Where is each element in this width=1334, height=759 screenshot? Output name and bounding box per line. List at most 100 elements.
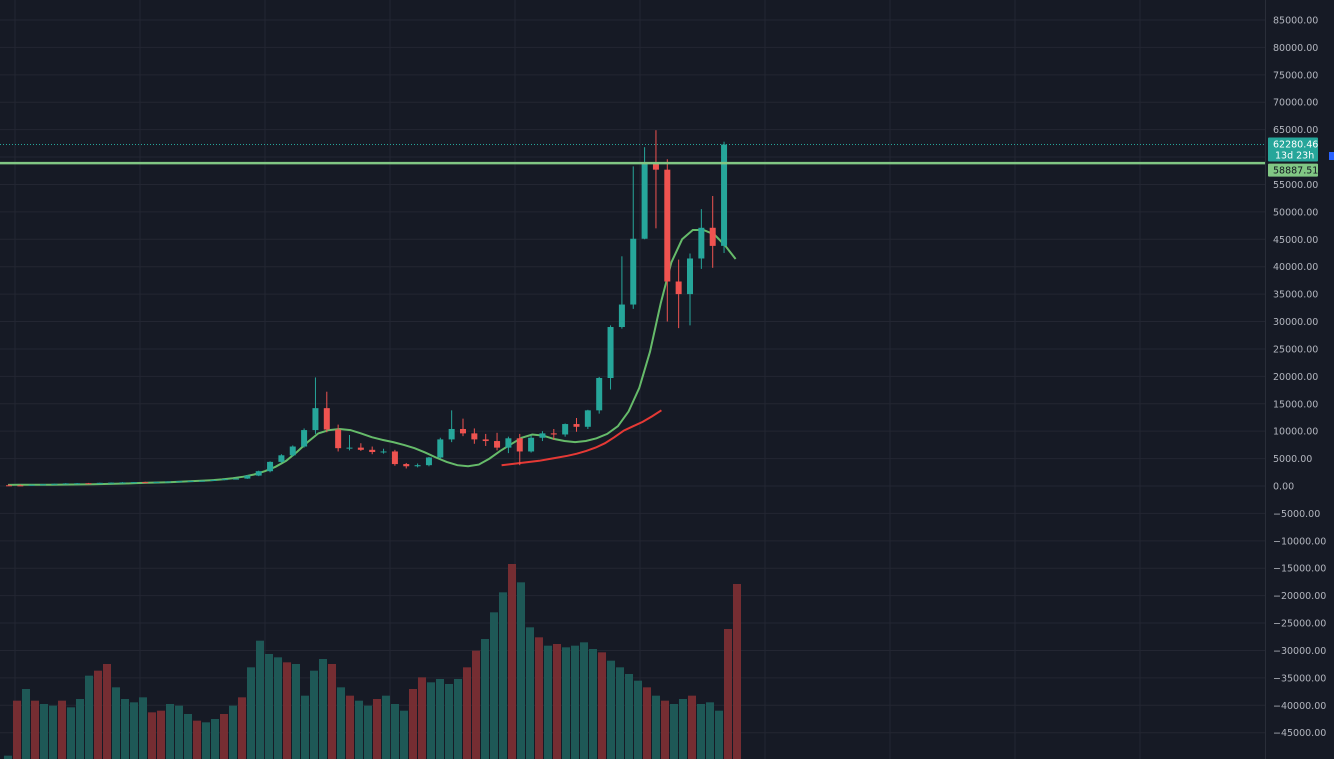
candle-body [96, 482, 103, 484]
candle-body [142, 482, 149, 484]
candle-body [698, 227, 705, 259]
volume-bar [661, 700, 669, 759]
volume-bar [472, 650, 480, 759]
y-tick-label: 45000.00 [1273, 235, 1318, 246]
volume-bar [58, 700, 66, 759]
candle-body [687, 258, 693, 295]
candle-body [528, 437, 535, 452]
candle-body [278, 455, 285, 462]
y-tick-label: 50000.00 [1273, 207, 1318, 218]
volume-bar [355, 700, 363, 759]
y-tick-label: 15000.00 [1273, 399, 1318, 410]
volume-bar [427, 682, 435, 759]
candle-body [301, 430, 308, 447]
volume-bar [643, 687, 651, 759]
candle-body [437, 439, 444, 458]
bar-countdown-label: 13d 23h [1275, 151, 1314, 162]
candle-body [198, 480, 205, 482]
y-tick-label: 75000.00 [1273, 70, 1318, 81]
candle-body [210, 479, 217, 481]
volume-bar [328, 664, 336, 759]
candle-body [244, 475, 251, 479]
volume-bar [490, 612, 498, 759]
slow-moving-average-line [501, 409, 662, 467]
y-tick-label: −5000.00 [1273, 509, 1320, 520]
volume-bar [562, 647, 570, 759]
candle-body [414, 465, 421, 467]
volume-bar [103, 664, 111, 759]
volume-bar [31, 700, 39, 759]
candle-body [255, 471, 262, 476]
y-tick-label: 20000.00 [1273, 372, 1318, 383]
candle-body [346, 447, 353, 449]
candle-body [62, 483, 69, 485]
volume-bar [391, 704, 399, 759]
candle-body [233, 478, 239, 480]
volume-bar [22, 689, 30, 759]
volume-bar [445, 684, 453, 759]
volume-bar [616, 667, 624, 759]
y-tick-label: 5000.00 [1273, 454, 1312, 465]
candle-body [675, 281, 682, 295]
volume-bar [598, 652, 606, 759]
y-tick-label: −40000.00 [1273, 701, 1326, 712]
volume-bar [256, 640, 264, 759]
candle-body [562, 424, 569, 435]
volume-bar [625, 674, 633, 759]
candle-body [119, 482, 126, 484]
volume-bar [283, 662, 291, 759]
y-tick-label: −45000.00 [1273, 728, 1326, 739]
volume-bar [346, 695, 354, 759]
candle-body [550, 433, 557, 435]
candle-body [664, 169, 671, 282]
candle-body [51, 483, 58, 485]
volume-bar [481, 639, 489, 759]
candle-body [130, 482, 137, 484]
volume-bar [571, 645, 579, 759]
volume-bar [526, 627, 534, 759]
y-tick-label: −20000.00 [1273, 591, 1326, 602]
volume-bar [553, 644, 561, 759]
volume-bar [580, 642, 588, 759]
last-price-tag [1268, 137, 1318, 162]
candle-body [6, 485, 12, 487]
volume-bar [220, 714, 228, 759]
candle-body [85, 483, 92, 485]
candle-body [425, 457, 432, 466]
candle-body [584, 410, 591, 427]
volume-bar [652, 695, 660, 759]
candle-body [641, 163, 648, 239]
candle-body [380, 451, 387, 453]
y-tick-label: −30000.00 [1273, 646, 1326, 657]
level-price-label: 58887.51 [1273, 166, 1318, 177]
volume-bar [544, 645, 552, 759]
volume-bar [166, 704, 174, 759]
volume-bar [715, 710, 723, 759]
scale-marker [1329, 152, 1334, 160]
volume-bar [706, 702, 714, 759]
candle-body [618, 304, 625, 328]
candle-body [153, 481, 160, 483]
volume-bar [175, 705, 183, 759]
volume-bar [400, 710, 408, 759]
volume-bar [310, 670, 318, 759]
volume-bar [508, 564, 516, 759]
volume-bar [202, 722, 210, 759]
volume-bar [670, 704, 678, 759]
candle-body [74, 483, 81, 485]
candle-body [573, 424, 580, 427]
volume-bar [112, 687, 120, 759]
candle-body [516, 438, 523, 452]
candle-body [460, 428, 466, 434]
volume-bar [364, 705, 372, 759]
volume-bar [418, 677, 426, 759]
volume-bar [247, 667, 255, 759]
candle-body [369, 449, 376, 453]
volume-bar [733, 584, 741, 759]
volume-bar [697, 704, 705, 759]
y-tick-label: −35000.00 [1273, 673, 1326, 684]
candle-body [323, 408, 330, 430]
level-price-tag [1268, 163, 1318, 177]
